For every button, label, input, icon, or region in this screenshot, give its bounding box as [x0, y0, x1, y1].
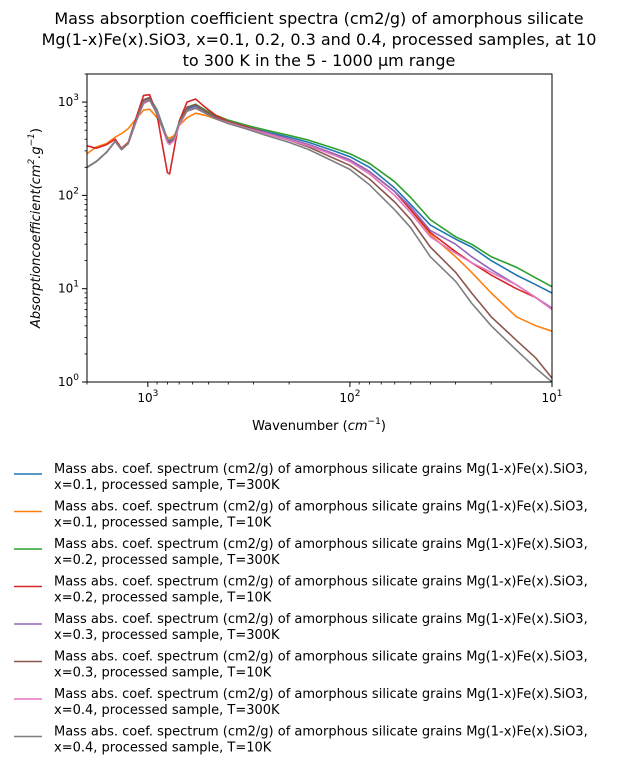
legend-label-8: Mass abs. coef. spectrum (cm2/g) of amor… [54, 725, 588, 740]
legend-label-7-cont: x=0.4, processed sample, T=300K [54, 703, 280, 718]
y-tick-label: 101 [58, 280, 79, 296]
legend-label-3-cont: x=0.2, processed sample, T=300K [54, 553, 280, 568]
y-axis-label: Absorptioncoefficient(cm2.g−1) [27, 128, 44, 329]
legend-label-4-cont: x=0.2, processed sample, T=10K [54, 591, 272, 606]
chart-title: Mass absorption coefficient spectra (cm2… [42, 9, 597, 70]
y-tick-label: 100 [58, 373, 79, 389]
series-lines [87, 93, 552, 382]
legend-label-1-cont: x=0.1, processed sample, T=300K [54, 478, 280, 493]
series-line-2 [87, 108, 552, 332]
x-tick-label: 103 [137, 389, 158, 405]
x-tick-label: 101 [541, 389, 562, 405]
chart-title-line-1: Mass absorption coefficient spectra (cm2… [54, 9, 583, 28]
legend-label-4: Mass abs. coef. spectrum (cm2/g) of amor… [54, 575, 588, 590]
legend-label-7: Mass abs. coef. spectrum (cm2/g) of amor… [54, 687, 588, 702]
series-line-3 [87, 96, 552, 288]
y-tick-label: 102 [58, 186, 79, 202]
x-axis-label: Wavenumber (cm−1) [252, 417, 386, 434]
legend-label-2: Mass abs. coef. spectrum (cm2/g) of amor… [54, 500, 588, 515]
plot-frame [86, 73, 553, 383]
legend-label-1: Mass abs. coef. spectrum (cm2/g) of amor… [54, 462, 588, 477]
legend-label-6: Mass abs. coef. spectrum (cm2/g) of amor… [54, 650, 588, 665]
plot-area: 103 102 101 100 101 102 103 [58, 73, 563, 405]
legend-label-5: Mass abs. coef. spectrum (cm2/g) of amor… [54, 612, 588, 627]
x-tick-label: 102 [339, 389, 360, 405]
x-axis-ticks: 103 102 101 [86, 382, 563, 405]
legend-label-2-cont: x=0.1, processed sample, T=10K [54, 516, 272, 531]
legend-label-8-cont: x=0.4, processed sample, T=10K [54, 741, 272, 756]
chart-title-line-2: Mg(1-x)Fe(x).SiO3, x=0.1, 0.2, 0.3 and 0… [42, 30, 597, 49]
series-line-5 [87, 97, 552, 309]
y-axis-ticks: 100 101 102 103 [58, 73, 87, 389]
legend-label-6-cont: x=0.3, processed sample, T=10K [54, 666, 272, 681]
series-line-6 [87, 96, 552, 379]
legend-label-3: Mass abs. coef. spectrum (cm2/g) of amor… [54, 537, 588, 552]
series-line-8 [87, 98, 552, 382]
y-tick-label: 103 [58, 93, 79, 109]
series-line-4 [87, 93, 552, 311]
legend-label-5-cont: x=0.3, processed sample, T=300K [54, 628, 280, 643]
series-line-7 [87, 99, 552, 311]
chart-legend: Mass abs. coef. spectrum (cm2/g) of amor… [14, 462, 588, 756]
chart-title-line-3: to 300 K in the 5 - 1000 µm range [183, 51, 456, 70]
